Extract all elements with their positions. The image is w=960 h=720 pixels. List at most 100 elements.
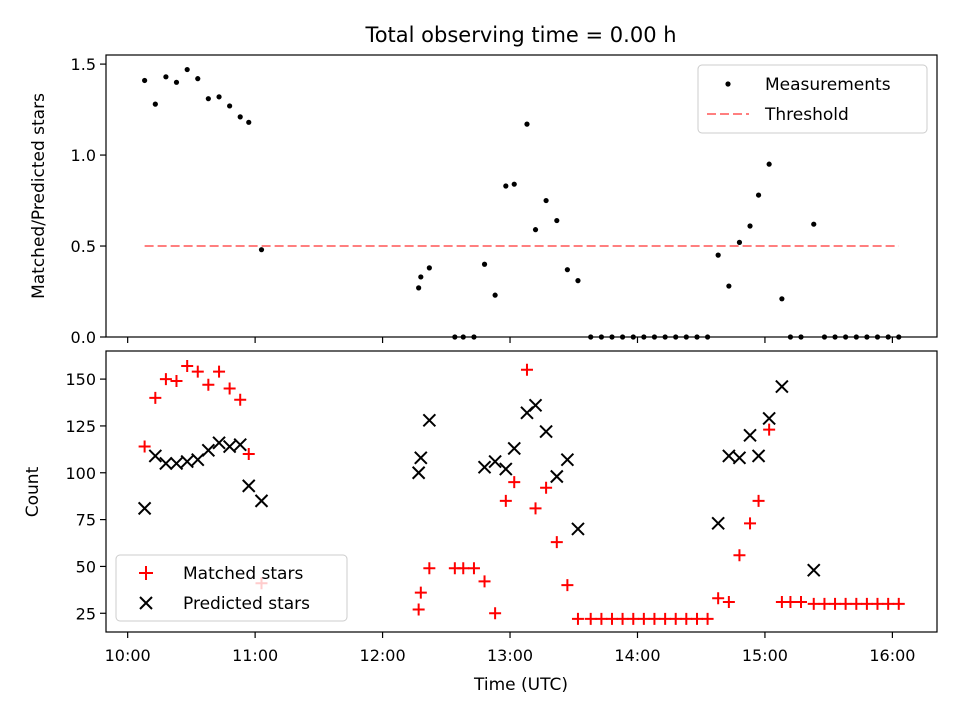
ratio-panel: Matched/Predicted stars 0.0 0.5 1.0 1.5 Mea… (29, 54, 938, 347)
matched-star-point (423, 562, 436, 575)
x-axis-label: Time (UTC) (473, 675, 568, 695)
ratio-legend-frame (697, 64, 928, 134)
matched-star-point (191, 365, 204, 378)
measurement-point (704, 334, 711, 340)
x-tick-label: 12:00 (360, 646, 406, 665)
measurement-point (246, 119, 252, 125)
measurement-point (896, 334, 902, 340)
measurement-point (843, 334, 849, 340)
matched-star-point (807, 597, 820, 610)
predicted-star-point (414, 451, 428, 465)
ratio-y-axis-label: Matched/Predicted stars (29, 93, 49, 299)
count-legend-frame (115, 554, 348, 622)
matched-star-point (550, 536, 563, 549)
measurement-point (452, 334, 458, 340)
predicted-star-point (212, 436, 226, 450)
predicted-star-point (743, 428, 757, 443)
count-y-axis-label: Count (23, 466, 43, 517)
matched-star-point (529, 502, 542, 515)
predicted-star-point (242, 479, 256, 493)
measurement-point (683, 334, 689, 340)
predicted-star-point (507, 441, 521, 456)
measurement-point (811, 221, 817, 227)
measurement-point (864, 334, 870, 340)
predicted-star-point (254, 494, 269, 508)
predicted-star-point (528, 398, 543, 413)
measurement-point (853, 334, 859, 340)
measurement-point (258, 247, 265, 253)
matched-star-point (202, 378, 215, 391)
measurement-point (798, 334, 804, 340)
matched-star-point (850, 597, 863, 610)
predicted-star-point (775, 379, 789, 394)
count-plot-area (137, 359, 905, 625)
predicted-star-point (560, 452, 575, 467)
y-tick-label: 150 (65, 370, 96, 389)
measurement-point (163, 74, 169, 80)
matched-star-point (181, 359, 194, 372)
ratio-y-ticks: 0.0 0.5 1.0 1.5 (71, 55, 106, 347)
matched-star-point (752, 494, 765, 507)
legend-predicted-label: Predicted stars (183, 594, 310, 614)
measurement-point (619, 334, 626, 340)
matched-star-point (860, 597, 873, 610)
predicted-star-point (550, 469, 564, 484)
matched-star-point (605, 612, 618, 625)
count-x-ticks: 10:00 11:00 12:00 13:00 14:00 15:00 16:00 (105, 632, 915, 665)
measurement-point (662, 334, 668, 340)
x-tick-label: 10:00 (105, 646, 151, 665)
matched-star-point (561, 579, 574, 592)
x-tick-label: 13:00 (487, 646, 533, 665)
legend-matched-label: Matched stars (183, 564, 303, 584)
measurement-point (195, 76, 201, 82)
ratio-x-ticks (127, 337, 893, 343)
measurement-point (630, 334, 636, 340)
measurement-point (471, 334, 477, 340)
matched-star-point (637, 612, 650, 625)
count-y-ticks: 25 50 75 100 125 150 (65, 370, 106, 623)
y-tick-label: 0.0 (71, 328, 96, 347)
predicted-star-point (499, 462, 513, 476)
measurement-point (766, 161, 772, 167)
matched-star-point (478, 575, 491, 588)
measurement-point (651, 334, 658, 340)
measurement-point (832, 334, 838, 340)
measurement-point (205, 96, 211, 102)
matched-star-point (691, 612, 704, 625)
matched-star-point (701, 612, 714, 625)
count-legend: Matched stars Predicted stars (115, 554, 348, 622)
matched-star-point (871, 597, 884, 610)
measurement-point (779, 296, 785, 302)
matched-star-point (467, 562, 480, 575)
matched-star-point (159, 373, 172, 386)
measurement-point (715, 252, 721, 258)
measurement-point (543, 197, 549, 204)
measurement-point (598, 334, 605, 340)
ratio-axes-frame (105, 54, 938, 338)
predicted-star-point (711, 516, 725, 531)
matched-star-point (892, 597, 905, 610)
matched-star-point (744, 517, 757, 530)
matched-star-point (659, 612, 672, 625)
y-tick-label: 1.0 (71, 146, 96, 165)
predicted-star-point (159, 456, 173, 471)
matched-star-point (784, 596, 797, 609)
predicted-star-point (539, 424, 553, 439)
measurement-point (460, 334, 466, 340)
measurement-point (492, 292, 498, 298)
measurement-point (726, 283, 732, 289)
matched-star-point (712, 592, 725, 605)
matched-star-point (242, 448, 255, 461)
matched-star-point (138, 440, 151, 453)
measurement-point (564, 267, 570, 273)
matched-star-point (499, 494, 512, 507)
matched-star-point (170, 374, 183, 387)
predicted-star-point (411, 466, 426, 480)
predicted-star-point (148, 449, 163, 463)
measurement-point (532, 227, 539, 233)
y-tick-label: 75 (76, 511, 96, 530)
measurement-point (747, 223, 753, 229)
measurement-point (524, 121, 530, 127)
measurement-point (673, 334, 679, 340)
measurement-point (755, 192, 762, 198)
